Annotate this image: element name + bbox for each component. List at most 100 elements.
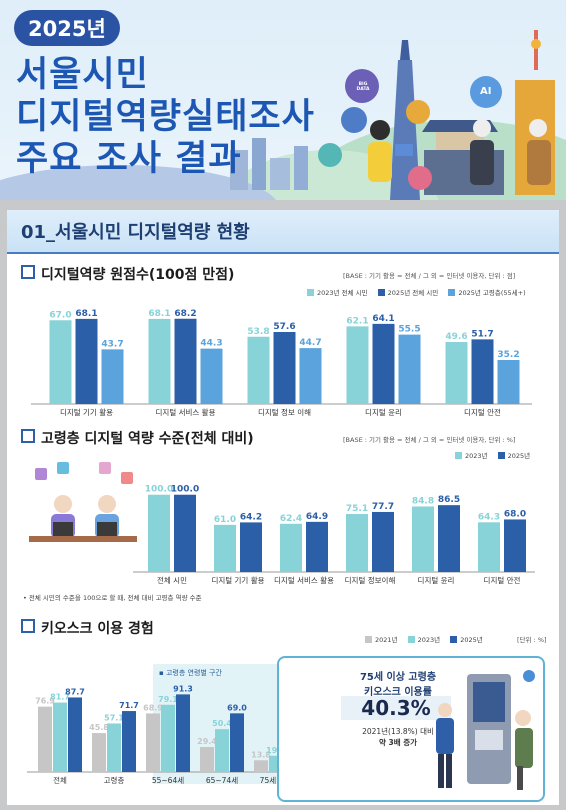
chart1-plot: 67.0 68.1 43.7 디지털 기기 활용 68.1 68.2 44.3 디지털 서비스… bbox=[31, 309, 532, 417]
chart1-legend: 2023년 전체 시민 2025년 전체 시민 2025년 고령층(55세+) bbox=[299, 287, 526, 297]
chart3-plot: 76.981.787.7 전체 45.857.1 71.7 고령층 68.979.1 91.… bbox=[27, 684, 303, 785]
data-label: 64.3 bbox=[478, 512, 500, 522]
data-label: 68.2 bbox=[174, 309, 196, 319]
callout-heading: 75세 이상 고령층 키오스크 이용률 bbox=[343, 668, 453, 698]
data-label: 19.1 bbox=[266, 746, 286, 755]
legend-label: 2025년 bbox=[460, 636, 483, 644]
data-label: 100.0 bbox=[145, 485, 173, 495]
category-label: 전체 시민 bbox=[157, 575, 187, 585]
bar bbox=[346, 513, 368, 572]
category-label: 디지털 안전 bbox=[484, 575, 521, 585]
bar bbox=[372, 511, 394, 572]
hero-illustration bbox=[230, 30, 555, 200]
bar bbox=[75, 318, 98, 404]
bar bbox=[299, 348, 322, 404]
data-label: 76.9 bbox=[35, 697, 55, 706]
category-label: 디지털 정보이해 bbox=[345, 575, 396, 585]
category-label: 전체 bbox=[53, 775, 67, 785]
data-label: 43.7 bbox=[101, 339, 123, 349]
category-label: 디지털 안전 bbox=[464, 407, 501, 417]
bar bbox=[346, 326, 369, 404]
bar bbox=[273, 332, 296, 404]
bar bbox=[200, 747, 214, 772]
data-label: 68.9 bbox=[143, 703, 163, 712]
bar bbox=[148, 318, 171, 404]
data-label: 75.1 bbox=[346, 504, 368, 514]
data-label: 100.0 bbox=[171, 485, 199, 495]
bar bbox=[412, 506, 434, 572]
data-label: 13.8 bbox=[251, 750, 271, 759]
bar bbox=[101, 349, 124, 404]
bar bbox=[504, 519, 526, 572]
data-label: 68.0 bbox=[504, 509, 526, 519]
data-label: 49.6 bbox=[445, 332, 467, 342]
section-title: 01_서울시민 디지털역량 현황 bbox=[21, 222, 250, 243]
data-label: 77.7 bbox=[372, 502, 394, 512]
shopping-icon bbox=[408, 166, 432, 190]
bar bbox=[38, 706, 52, 772]
data-label: 57.1 bbox=[104, 713, 124, 722]
seniors-illustration bbox=[29, 462, 137, 542]
bar bbox=[471, 339, 494, 404]
square-icon bbox=[21, 429, 35, 443]
chart-icon bbox=[341, 107, 367, 133]
data-label: 45.8 bbox=[89, 723, 109, 732]
hero-banner: BIG DATA AI 2025년 서울시민 디지털역량실태조사 주요 조사 결… bbox=[0, 0, 566, 200]
chart3-title: 키오스크 이용 경험 bbox=[21, 618, 154, 638]
legend-swatch bbox=[365, 636, 372, 643]
bar bbox=[174, 494, 196, 572]
year-badge: 2025년 bbox=[14, 10, 120, 46]
data-label: 91.3 bbox=[173, 684, 193, 693]
bar bbox=[254, 760, 268, 772]
legend-label: 2023년 전체 시민 bbox=[317, 289, 368, 297]
callout-footnote: 2021년(13.8%) 대비 약 3배 증가 bbox=[343, 726, 453, 748]
callout-line4: 약 3배 증가 bbox=[378, 738, 418, 747]
category-label: 디지털 정보 이해 bbox=[258, 407, 311, 417]
bar bbox=[214, 524, 236, 572]
data-label: 64.1 bbox=[372, 314, 394, 324]
bar bbox=[247, 336, 270, 404]
man-illustration bbox=[436, 703, 454, 788]
data-label: 55.5 bbox=[398, 325, 420, 335]
bar bbox=[215, 729, 229, 772]
data-label: 67.0 bbox=[49, 310, 71, 320]
bar bbox=[107, 723, 121, 772]
report-card: 01_서울시민 디지털역량 현황 디지털역량 원점수(100점 만점) [BAS… bbox=[7, 210, 559, 805]
data-label: 53.8 bbox=[247, 327, 269, 337]
category-label: 디지털 윤리 bbox=[418, 576, 455, 585]
bar bbox=[240, 522, 262, 572]
legend-label: 2021년 bbox=[375, 636, 398, 644]
chart1-title-text: 디지털역량 원점수(100점 만점) bbox=[41, 267, 235, 283]
bar bbox=[280, 523, 302, 572]
bar bbox=[230, 713, 244, 772]
data-label: 50.4 bbox=[212, 719, 232, 728]
chart2-title: 고령층 디지털 역량 수준(전체 대비) bbox=[21, 428, 254, 448]
hero-title-line1: 서울시민 bbox=[16, 55, 149, 95]
bar bbox=[200, 348, 223, 404]
legend-swatch bbox=[448, 289, 456, 296]
section-header: 01_서울시민 디지털역량 현황 bbox=[7, 210, 559, 254]
ai-icon bbox=[470, 76, 502, 108]
bar bbox=[68, 697, 82, 772]
legend-label: 2025년 고령층(55세+) bbox=[458, 289, 526, 297]
chart3-legend: 2021년 2023년 2025년 bbox=[357, 634, 483, 644]
data-label: 69.0 bbox=[227, 703, 247, 712]
data-label: 29.4 bbox=[197, 737, 217, 746]
bar bbox=[146, 713, 160, 772]
data-label: 61.0 bbox=[214, 515, 236, 525]
data-label: 79.1 bbox=[158, 695, 178, 704]
data-label: 87.7 bbox=[65, 687, 85, 696]
senior-age-band-label: ▪ 고령층 연령별 구간 bbox=[159, 669, 222, 677]
bar bbox=[445, 342, 468, 404]
data-label: 64.9 bbox=[306, 512, 328, 522]
category-label: 디지털 기기 활용 bbox=[211, 575, 264, 585]
data-label: 64.2 bbox=[240, 512, 262, 522]
category-label: 디지털 윤리 bbox=[365, 408, 402, 417]
data-label: 62.4 bbox=[280, 514, 302, 524]
callout-value-box: 40.3% bbox=[341, 696, 451, 720]
category-label: 고령층 bbox=[104, 776, 125, 785]
legend-swatch bbox=[307, 289, 314, 296]
chart3-unit-note: [단위 : %] bbox=[517, 636, 547, 644]
category-label: 디지털 서비스 활용 bbox=[156, 407, 216, 417]
